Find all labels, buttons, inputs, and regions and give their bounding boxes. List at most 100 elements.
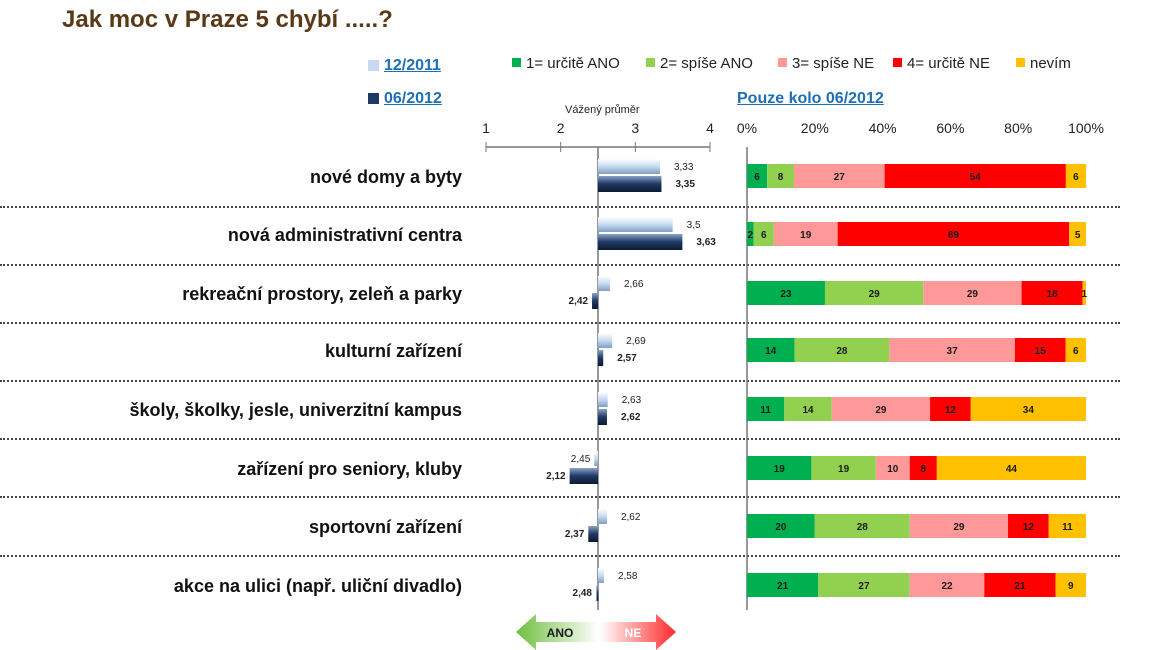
- stack-tick-label: 20%: [801, 120, 829, 136]
- stack-value-label: 37: [947, 346, 959, 357]
- row-label: sportovní zařízení: [308, 517, 462, 537]
- stack-segment: [747, 573, 819, 597]
- avg-bar: [598, 392, 608, 407]
- legend-label: 3= spíše NE: [792, 55, 875, 72]
- stack-segment: [884, 164, 1066, 188]
- avg-value-label: 2,37: [565, 529, 585, 540]
- stack-segment: [793, 164, 885, 188]
- legend-wave-1-label: 12/2011: [384, 57, 441, 74]
- avg-tick-label: 4: [706, 120, 714, 136]
- legend-wave-2: 06/2012: [368, 90, 442, 108]
- avg-value-label: 3,33: [674, 162, 694, 173]
- stack-segment: [1055, 573, 1086, 597]
- avg-bar: [598, 568, 604, 583]
- stack-value-label: 44: [1006, 464, 1018, 475]
- legend-label: 4= určitě NE: [907, 55, 990, 72]
- row-label: rekreační prostory, zeleň a parky: [182, 284, 462, 304]
- ano-label: ANO: [547, 626, 574, 640]
- legend-wave-2-label: 06/2012: [384, 90, 442, 107]
- legend-swatch: [646, 58, 655, 67]
- stack-segment: [930, 397, 971, 421]
- stack-value-label: 14: [765, 346, 777, 357]
- avg-value-label: 2,63: [622, 395, 642, 406]
- stack-chart-title: Pouze kolo 06/2012: [737, 90, 884, 107]
- stack-segment: [1069, 222, 1086, 246]
- ne-label: NE: [625, 626, 642, 640]
- stack-segment: [984, 573, 1056, 597]
- stack-value-label: 15: [1035, 346, 1047, 357]
- avg-bar: [598, 217, 673, 232]
- stack-segment: [794, 338, 890, 362]
- stack-value-label: 8: [920, 464, 926, 475]
- stack-segment: [747, 397, 785, 421]
- avg-value-label: 2,12: [546, 471, 566, 482]
- stack-segment: [747, 456, 812, 480]
- stack-segment: [784, 397, 832, 421]
- stack-value-label: 21: [777, 581, 789, 592]
- stack-value-label: 6: [1073, 346, 1079, 357]
- stack-value-label: 28: [836, 346, 848, 357]
- legend-swatch: [512, 58, 521, 67]
- avg-value-label: 2,62: [621, 512, 641, 523]
- legend-item-2: 2= spíše ANO: [646, 55, 753, 72]
- legend-swatch: [893, 58, 902, 67]
- avg-bar: [598, 350, 604, 366]
- stack-value-label: 12: [1023, 522, 1035, 533]
- stack-value-label: 29: [869, 289, 881, 300]
- avg-value-label: 2,57: [617, 353, 637, 364]
- legend-wave-2-swatch: [368, 93, 379, 104]
- stack-segment: [814, 514, 910, 538]
- stack-segment: [767, 164, 794, 188]
- row-label: nové domy a byty: [309, 167, 462, 187]
- row-separator: [0, 496, 1120, 498]
- stack-segment: [936, 456, 1086, 480]
- stack-segment: [1065, 164, 1086, 188]
- stack-segment: [747, 281, 825, 305]
- avg-bar: [594, 451, 598, 466]
- avg-value-label: 2,48: [573, 588, 593, 599]
- stack-segment: [1065, 338, 1086, 362]
- stack-segment: [875, 456, 910, 480]
- ano-ne-arrow: ANO NE: [516, 614, 676, 650]
- legend-item-4: 4= určitě NE: [893, 55, 990, 72]
- stack-tick-label: 0%: [737, 120, 757, 136]
- avg-chart-title: Vážený průměr: [565, 104, 640, 116]
- row-separator: [0, 264, 1120, 266]
- stack-value-label: 8: [778, 172, 784, 183]
- legend-item-5: nevím: [1016, 55, 1071, 72]
- stack-value-label: 18: [1047, 289, 1059, 300]
- stack-value-label: 22: [941, 581, 953, 592]
- legend-swatch: [778, 58, 787, 67]
- stack-segment: [824, 281, 924, 305]
- row-label: kulturní zařízení: [324, 341, 462, 361]
- stack-value-label: 6: [1073, 172, 1079, 183]
- stack-segment: [889, 338, 1015, 362]
- avg-value-label: 2,42: [569, 296, 589, 307]
- stack-segment: [970, 397, 1086, 421]
- row-separator: [0, 555, 1120, 557]
- stack-tick-label: 80%: [1004, 120, 1032, 136]
- stack-value-label: 11: [1062, 522, 1073, 533]
- avg-value-label: 2,66: [624, 279, 644, 290]
- stack-value-label: 27: [834, 172, 846, 183]
- stack-segment: [753, 222, 774, 246]
- row-label: nová administrativní centra: [227, 225, 462, 245]
- avg-bar: [596, 585, 599, 601]
- stack-value-label: 54: [970, 172, 982, 183]
- stack-value-label: 69: [948, 230, 960, 241]
- avg-tick-label: 1: [482, 120, 490, 136]
- row-separator: [0, 438, 1120, 440]
- stack-value-label: 20: [775, 522, 787, 533]
- stack-value-label: 6: [761, 230, 767, 241]
- stack-segment: [831, 397, 931, 421]
- stack-value-label: 19: [800, 230, 812, 241]
- stack-value-label: 29: [967, 289, 979, 300]
- stack-value-label: 6: [754, 172, 760, 183]
- stack-value-label: 23: [780, 289, 792, 300]
- ano-arrow: [516, 614, 598, 650]
- stack-value-label: 21: [1014, 581, 1026, 592]
- stack-value-label: 27: [858, 581, 870, 592]
- stack-value-label: 9: [1068, 581, 1074, 592]
- legend-wave-1: 12/2011: [368, 57, 441, 75]
